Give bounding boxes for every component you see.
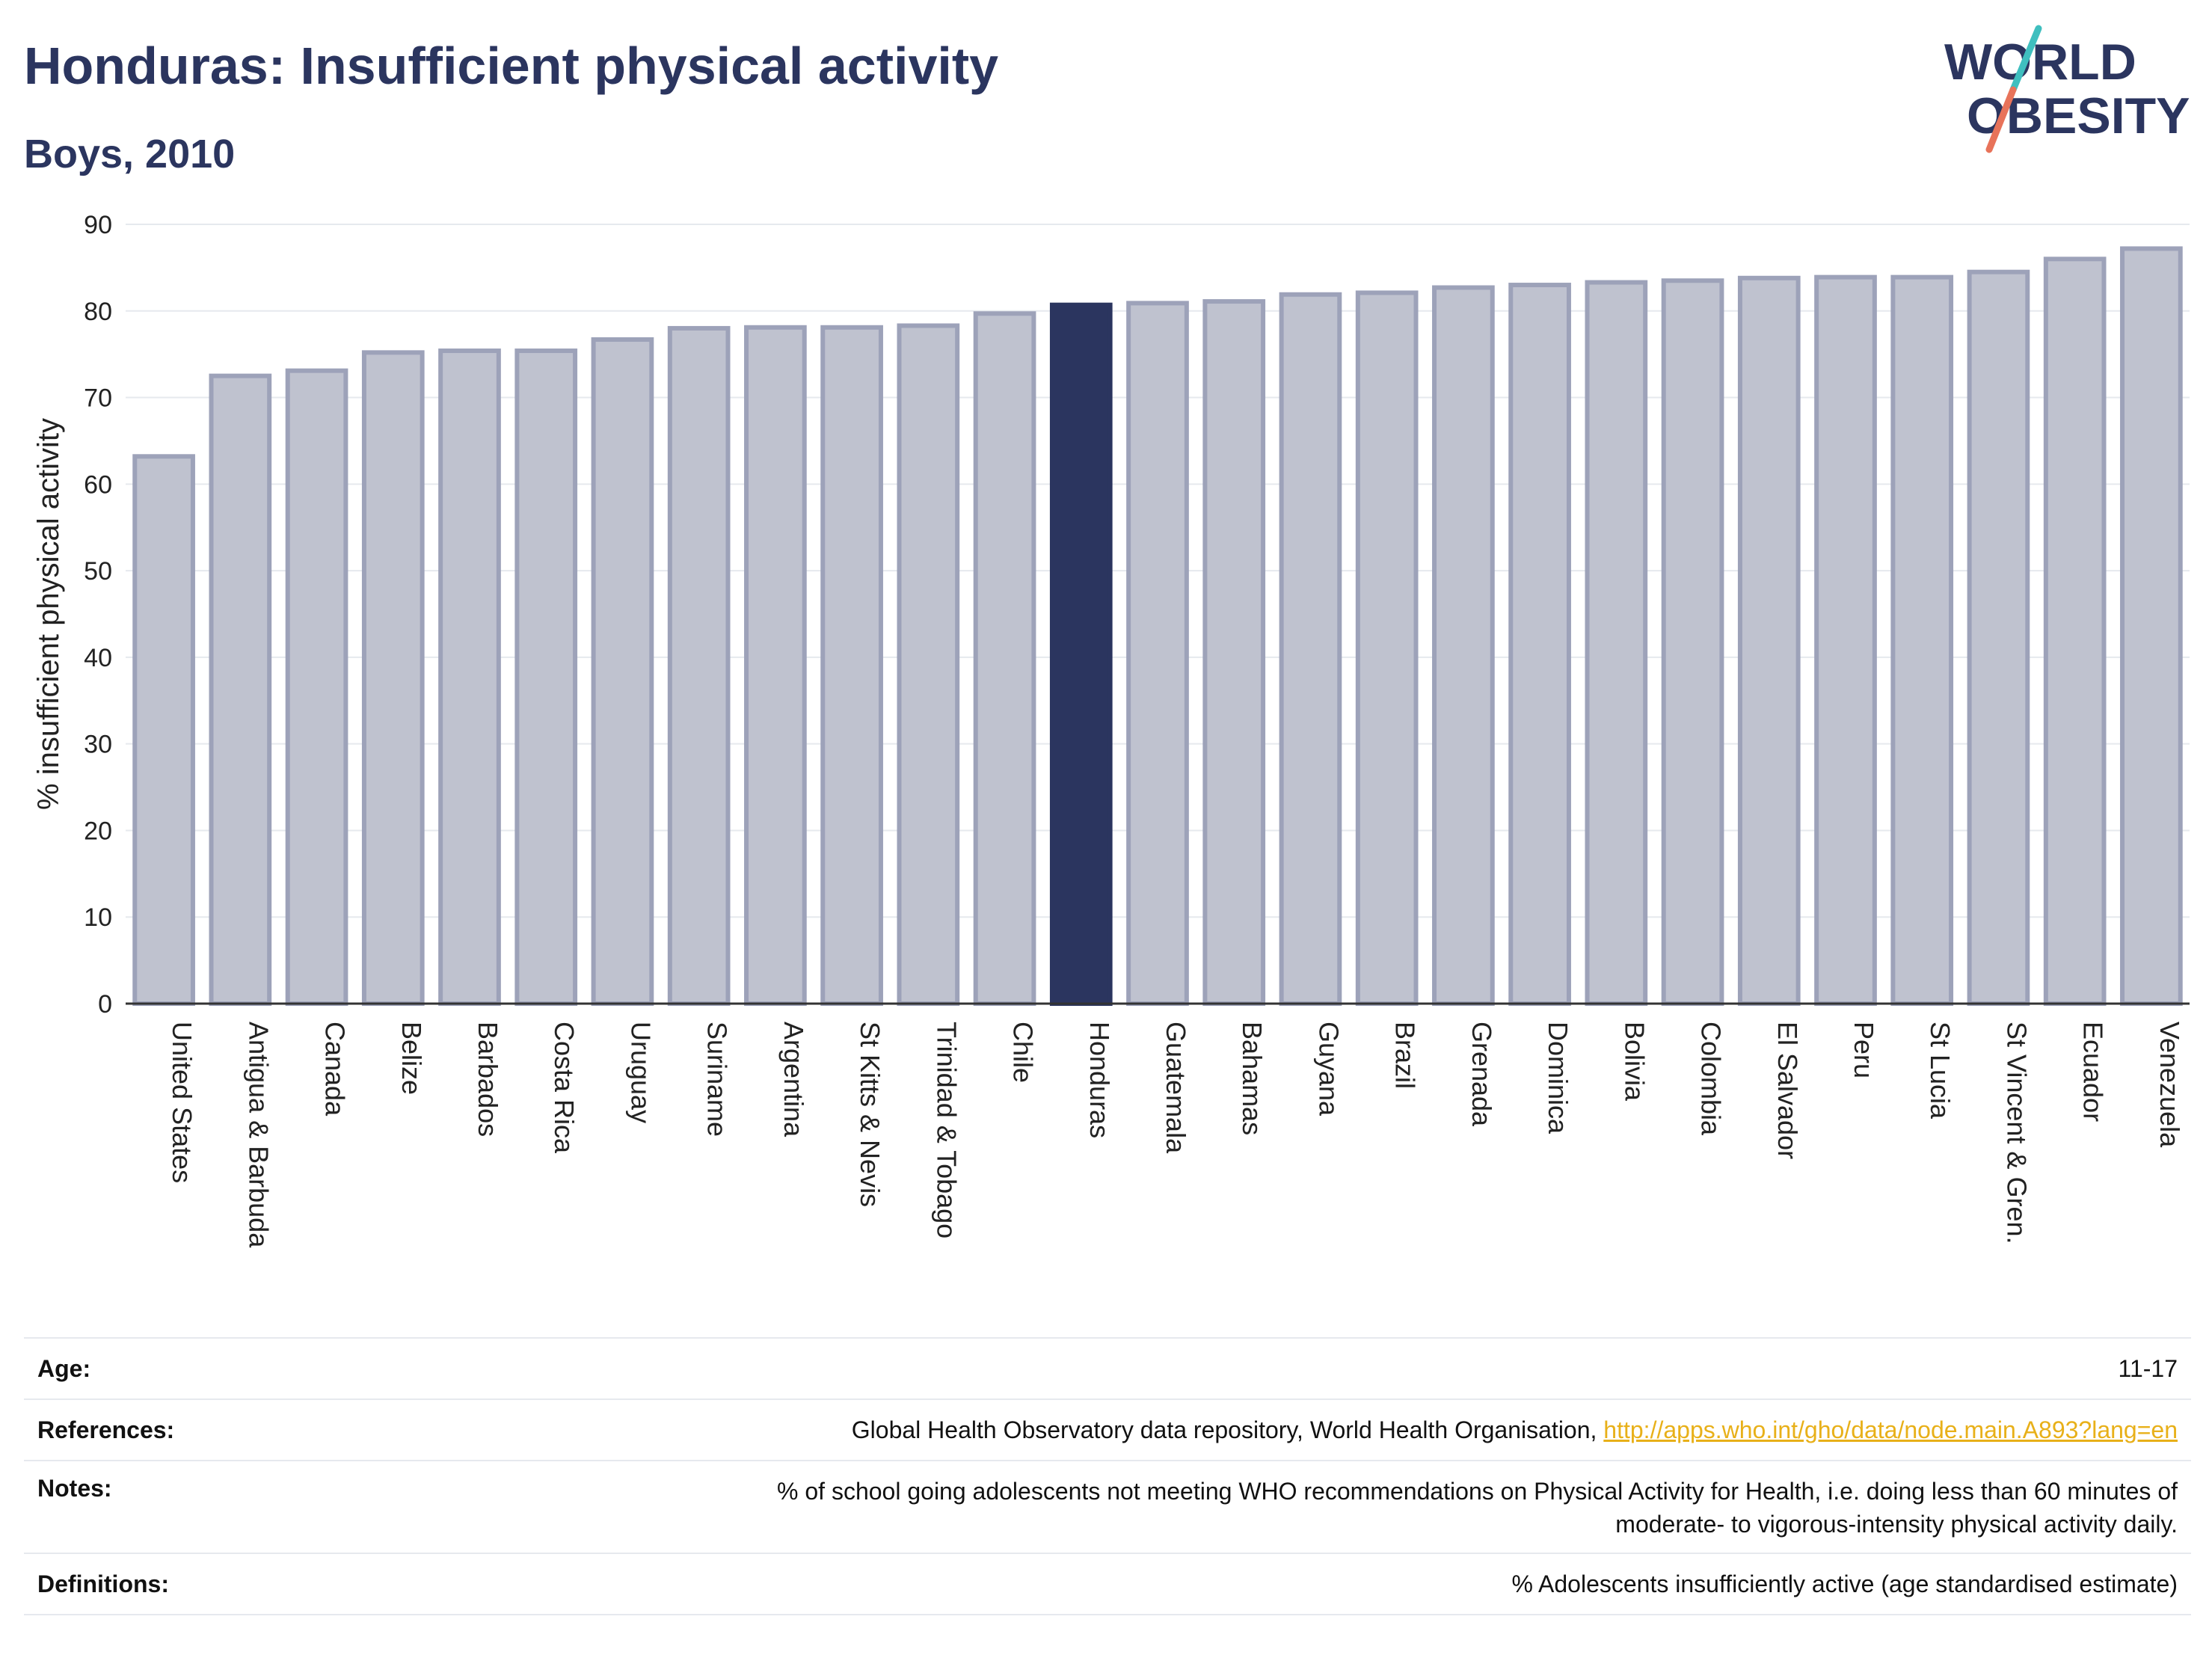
x-tick-label: Guatemala xyxy=(1161,1022,1191,1154)
bar-colombia xyxy=(1661,278,1724,1006)
x-tick-label: Chile xyxy=(1008,1022,1039,1083)
meta-row-definitions: Definitions: % Adolescents insufficientl… xyxy=(24,1553,2191,1615)
meta-row-references: References: Global Health Observatory da… xyxy=(24,1398,2191,1460)
x-tick-label: Grenada xyxy=(1466,1022,1497,1127)
x-tick-label: Belize xyxy=(396,1022,427,1095)
x-tick-label: Antigua & Barbuda xyxy=(243,1022,274,1248)
y-tick-label: 80 xyxy=(84,298,112,326)
x-tick-label: Honduras xyxy=(1084,1022,1115,1138)
bar-belize xyxy=(361,350,425,1006)
bar-st-vincent-gren- xyxy=(1967,269,2030,1006)
definitions-value: % Adolescents insufficiently active (age… xyxy=(1511,1570,2178,1597)
logo-word-world: WORLD xyxy=(1944,34,2136,90)
bar-chart: 0 10 20 30 40 50 60 70 80 90 United States Antigua… xyxy=(32,211,2190,1248)
bar-united-states xyxy=(132,454,195,1006)
notes-label: Notes: xyxy=(37,1475,112,1502)
x-tick-label: Barbados xyxy=(473,1022,503,1137)
references-link[interactable]: http://apps.who.int/gho/data/node.main.A… xyxy=(1603,1416,2178,1443)
bar-venezuela xyxy=(2120,246,2183,1006)
x-tick-label: Argentina xyxy=(778,1022,809,1137)
x-tick-label: Guyana xyxy=(1313,1022,1344,1117)
age-label: Age: xyxy=(37,1354,91,1382)
x-axis-ticks: United States Antigua & Barbuda Canada Beli… xyxy=(167,1022,2185,1248)
bar-argentina xyxy=(744,325,807,1006)
logo-slash-teal-icon xyxy=(2009,25,2042,93)
bar-el-salvador xyxy=(1737,275,1801,1006)
notes-value: % of school going adolescents not meetin… xyxy=(777,1475,2178,1541)
bar-suriname xyxy=(667,325,731,1006)
y-tick-label: 30 xyxy=(84,731,112,759)
y-tick-label: 40 xyxy=(84,644,112,672)
bar-guyana xyxy=(1279,292,1342,1006)
bar-brazil xyxy=(1355,290,1419,1007)
references-text: Global Health Observatory data repositor… xyxy=(851,1416,1604,1443)
bar-trinidad-tobago xyxy=(897,323,960,1006)
bar-grenada xyxy=(1432,285,1495,1007)
y-tick-label: 10 xyxy=(84,903,112,932)
x-tick-label: Colombia xyxy=(1696,1022,1727,1136)
x-tick-label: Peru xyxy=(1849,1022,1879,1078)
x-tick-label: Suriname xyxy=(702,1022,733,1137)
bar-canada xyxy=(285,368,348,1007)
notes-line-1: % of school going adolescents not meetin… xyxy=(777,1478,2178,1505)
y-tick-label: 0 xyxy=(98,990,112,1019)
y-tick-label: 70 xyxy=(84,384,112,413)
world-obesity-logo: WORLD OBESITY xyxy=(1944,25,2190,153)
bar-peru xyxy=(1814,274,1877,1006)
x-tick-label: El Salvador xyxy=(1772,1022,1803,1159)
bar-dominica xyxy=(1508,283,1571,1006)
references-label: References: xyxy=(37,1416,175,1443)
age-value: 11-17 xyxy=(2118,1355,2178,1382)
page-subtitle: Boys, 2010 xyxy=(24,132,236,176)
bar-barbados xyxy=(438,348,501,1006)
metadata-table: Age: 11-17 References: Global Health Obs… xyxy=(24,1337,2191,1615)
x-tick-label: Bolivia xyxy=(1619,1022,1650,1102)
bar-ecuador xyxy=(2043,257,2107,1006)
y-axis-ticks: 0 10 20 30 40 50 60 70 80 90 xyxy=(84,211,112,1019)
notes-line-2: moderate- to vigorous-intensity physical… xyxy=(1615,1511,2178,1538)
bar-antigua-barbuda xyxy=(209,373,272,1007)
x-tick-label: Costa Rica xyxy=(549,1022,580,1154)
x-tick-label: Ecuador xyxy=(2078,1022,2109,1122)
x-tick-label: Canada xyxy=(320,1022,351,1117)
x-tick-label: Dominica xyxy=(1543,1022,1573,1134)
x-tick-label: Uruguay xyxy=(625,1022,656,1123)
logo-slash-coral-icon xyxy=(1985,86,2017,153)
bar-chile xyxy=(973,311,1036,1006)
bar-bahamas xyxy=(1202,299,1266,1006)
x-tick-label: St Lucia xyxy=(1925,1022,1956,1120)
x-tick-label: Bahamas xyxy=(1237,1022,1268,1135)
references-value: Global Health Observatory data repositor… xyxy=(852,1413,2178,1446)
bar-guatemala xyxy=(1126,301,1189,1006)
bar-honduras xyxy=(1049,302,1113,1006)
bar-uruguay xyxy=(591,337,654,1006)
chart-bars xyxy=(132,246,2183,1007)
bar-st-lucia xyxy=(1890,274,1954,1006)
y-axis-label: % insufficient physical activity xyxy=(32,418,65,810)
meta-row-age: Age: 11-17 xyxy=(24,1337,2191,1398)
bar-costa-rica xyxy=(514,348,578,1006)
x-tick-label: Trinidad & Tobago xyxy=(931,1022,962,1238)
x-tick-label: United States xyxy=(167,1022,197,1183)
definitions-label: Definitions: xyxy=(37,1570,169,1597)
bar-st-kitts-nevis xyxy=(820,325,883,1006)
bar-bolivia xyxy=(1585,280,1648,1006)
y-tick-label: 50 xyxy=(84,557,112,586)
y-tick-label: 60 xyxy=(84,470,112,499)
y-tick-label: 90 xyxy=(84,211,112,239)
x-tick-label: Venezuela xyxy=(2154,1022,2185,1148)
x-tick-label: St Kitts & Nevis xyxy=(855,1022,885,1207)
y-tick-label: 20 xyxy=(84,817,112,845)
meta-row-notes: Notes: % of school going adolescents not… xyxy=(24,1460,2191,1553)
x-tick-label: St Vincent & Gren. xyxy=(2001,1022,2032,1244)
page-title: Honduras: Insufficient physical activity xyxy=(24,37,999,95)
x-tick-label: Brazil xyxy=(1390,1022,1421,1089)
